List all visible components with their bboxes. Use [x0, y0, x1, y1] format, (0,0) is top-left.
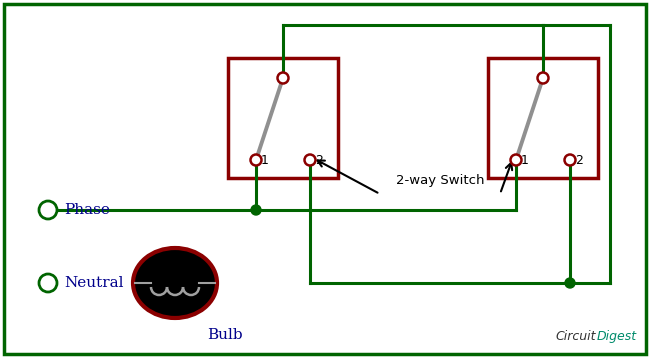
Text: 2: 2: [315, 155, 323, 168]
Bar: [228, 58, 338, 178]
Circle shape: [564, 155, 575, 165]
Text: 1: 1: [261, 155, 269, 168]
Circle shape: [538, 73, 549, 83]
Text: 2-way Switch: 2-way Switch: [396, 174, 484, 187]
Circle shape: [565, 278, 575, 288]
Text: Phase: Phase: [64, 203, 110, 217]
Text: Neutral: Neutral: [64, 276, 124, 290]
Text: Circuit: Circuit: [555, 330, 595, 343]
Circle shape: [510, 155, 521, 165]
Text: Bulb: Bulb: [207, 328, 242, 342]
Circle shape: [39, 201, 57, 219]
Text: 2: 2: [575, 155, 583, 168]
Text: 1: 1: [521, 155, 529, 168]
Circle shape: [250, 155, 261, 165]
Bar: [488, 58, 598, 178]
Circle shape: [251, 205, 261, 215]
Circle shape: [278, 73, 289, 83]
Circle shape: [39, 274, 57, 292]
Ellipse shape: [133, 248, 217, 318]
Text: Digest: Digest: [597, 330, 637, 343]
Circle shape: [304, 155, 315, 165]
